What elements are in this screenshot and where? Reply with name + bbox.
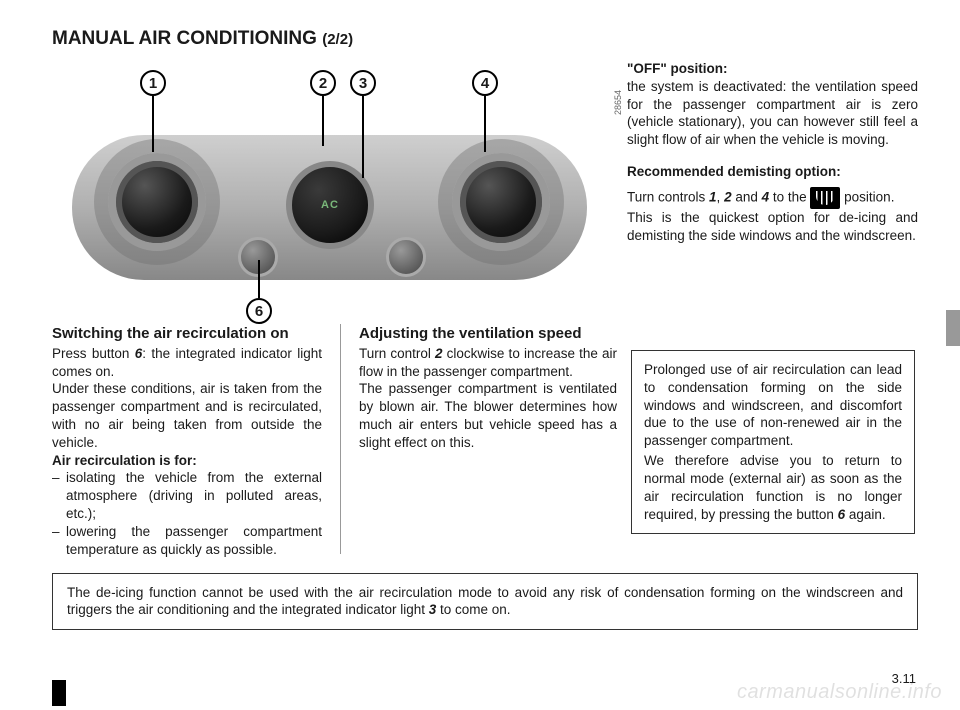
ref-2b: 2	[435, 346, 443, 361]
column-divider	[340, 324, 341, 554]
distribution-knob[interactable]	[452, 153, 550, 251]
demist-heading: Recommended demisting option:	[627, 164, 841, 179]
callout-4: 4	[472, 70, 498, 96]
info-p1: Prolonged use of air recirculation can l…	[644, 361, 902, 450]
recirc-p3: Air recirculation is for:	[52, 453, 197, 468]
ref-2: 2	[724, 189, 732, 204]
callout-2: 2	[310, 70, 336, 96]
bottom-tab	[52, 680, 66, 706]
callout-line	[484, 96, 486, 152]
recirc-li2: lowering the passenger compartment tempe…	[52, 523, 322, 559]
demist-body: This is the quickest option for de-icing…	[627, 209, 918, 245]
ac-label: AC	[321, 199, 339, 211]
ref-1: 1	[709, 189, 717, 204]
vent-heading: Adjusting the ventilation speed	[359, 324, 617, 344]
title-main: MANUAL AIR CONDITIONING	[52, 28, 322, 49]
ref-4: 4	[762, 189, 770, 204]
callout-line	[322, 96, 324, 146]
recirc-li1: isolating the vehicle from the external …	[52, 469, 322, 522]
watermark: carmanualsonline.info	[737, 681, 942, 704]
photo-ref: 28654	[613, 90, 623, 115]
callout-3: 3	[350, 70, 376, 96]
recirc-p2: Under these conditions, air is taken fro…	[52, 380, 322, 451]
page-title: MANUAL AIR CONDITIONING (2/2)	[52, 28, 918, 50]
bottom-note: The de-icing function cannot be used wit…	[52, 573, 918, 631]
vent-p2: The passenger compartment is ventilated …	[359, 380, 617, 451]
ac-control-panel: AC	[72, 135, 587, 280]
demist-icon	[810, 187, 840, 209]
ac-panel-figure: 1 2 3 4 6 28654 AC	[52, 60, 607, 320]
off-heading: "OFF" position:	[627, 61, 728, 76]
callout-1: 1	[140, 70, 166, 96]
callout-6: 6	[246, 298, 272, 324]
off-body: the system is deactivated: the ventilati…	[627, 79, 918, 147]
side-tab	[946, 310, 960, 346]
rear-demist-button[interactable]	[386, 237, 426, 277]
ref-6b: 6	[838, 507, 846, 522]
info-box: Prolonged use of air recirculation can l…	[631, 350, 915, 534]
recirc-heading: Switching the air recirculation on	[52, 324, 322, 344]
temperature-knob[interactable]	[108, 153, 206, 251]
callout-line	[362, 96, 364, 178]
ac-button[interactable]: AC	[286, 161, 374, 249]
callout-line	[258, 260, 260, 298]
demist-text: Turn controls	[627, 189, 709, 204]
callout-line	[152, 96, 154, 152]
title-sub: (2/2)	[322, 31, 353, 48]
